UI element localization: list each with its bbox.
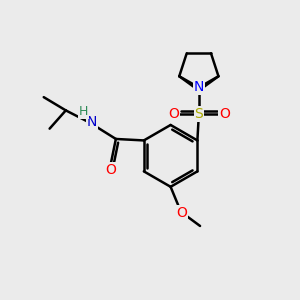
- Text: O: O: [219, 107, 230, 121]
- Text: N: N: [194, 80, 204, 94]
- Text: O: O: [168, 107, 179, 121]
- Text: O: O: [176, 206, 187, 220]
- Text: S: S: [194, 107, 203, 121]
- Text: N: N: [87, 115, 98, 129]
- Text: H: H: [79, 105, 88, 118]
- Text: O: O: [105, 163, 116, 177]
